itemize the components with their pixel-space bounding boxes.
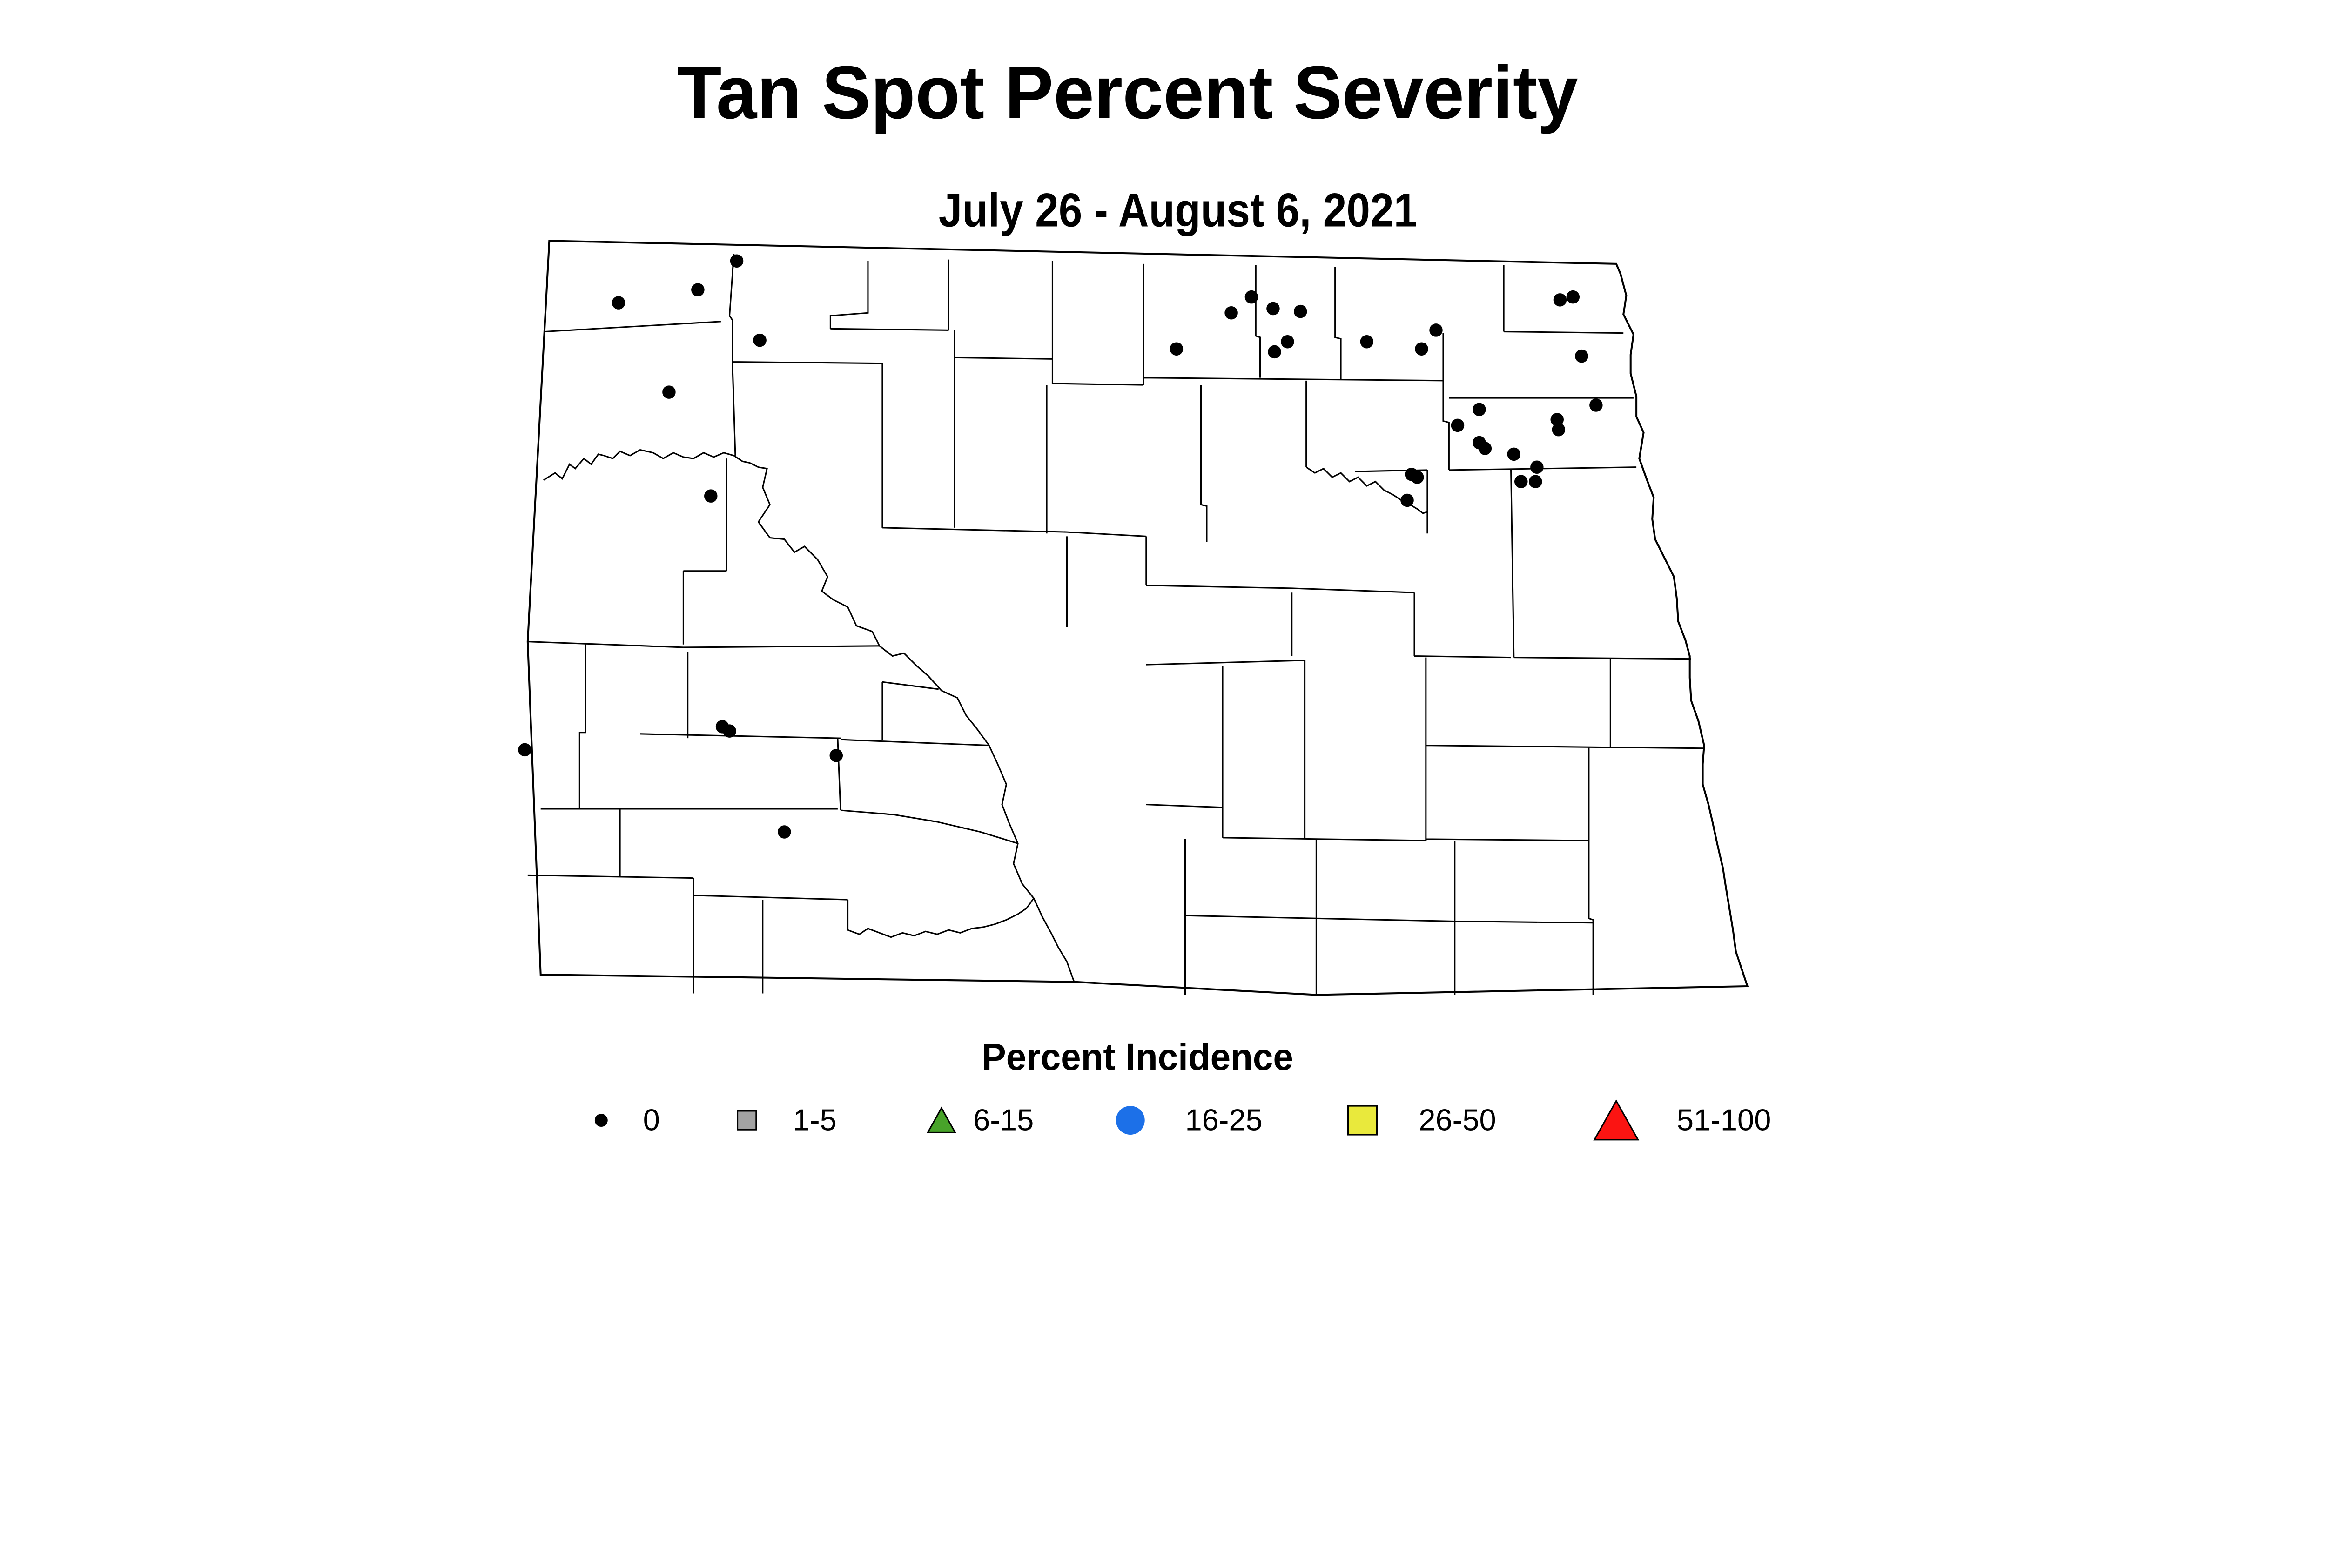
survey-point-incidence-0 xyxy=(1514,475,1528,488)
state-outline xyxy=(526,240,1749,996)
red-triangle-icon xyxy=(1593,1099,1640,1141)
date-range-subtitle: July 26 - August 6, 2021 xyxy=(939,183,1417,236)
survey-point-incidence-0 xyxy=(1429,323,1443,337)
survey-point-incidence-0 xyxy=(1575,349,1588,363)
legend-label-51-100: 51-100 xyxy=(1677,1103,1771,1137)
legend-label-1-5: 1-5 xyxy=(793,1103,837,1137)
survey-point-incidence-0 xyxy=(1360,335,1374,349)
survey-point-incidence-0 xyxy=(778,825,791,839)
survey-point-incidence-0 xyxy=(1410,471,1424,484)
survey-point-incidence-0 xyxy=(730,254,744,268)
survey-point-incidence-0 xyxy=(1550,413,1564,426)
survey-point-incidence-0 xyxy=(1294,304,1307,318)
blue-circle-icon xyxy=(1116,1106,1145,1135)
survey-point-incidence-0 xyxy=(612,296,625,310)
legend-item-26-50: 26-50 xyxy=(1347,1103,1496,1137)
nd-tan-spot-map-figure: Tan Spot Percent Severity July 26 - Augu… xyxy=(518,51,1771,1141)
survey-point-incidence-0 xyxy=(518,743,531,757)
survey-point-incidence-0 xyxy=(1552,423,1566,437)
yellow-square-icon xyxy=(1347,1105,1378,1136)
survey-points-layer xyxy=(518,254,1603,839)
survey-point-incidence-0 xyxy=(1281,335,1294,349)
survey-point-incidence-0 xyxy=(1415,342,1428,356)
survey-point-incidence-0 xyxy=(1473,403,1486,417)
survey-point-incidence-0 xyxy=(829,749,843,762)
survey-point-incidence-0 xyxy=(1244,290,1258,304)
survey-point-incidence-0 xyxy=(662,385,676,399)
legend-item-0: 0 xyxy=(594,1103,660,1137)
legend-item-6-15: 6-15 xyxy=(926,1103,1034,1137)
survey-point-incidence-0 xyxy=(1451,418,1465,432)
survey-point-incidence-0 xyxy=(1507,447,1521,461)
survey-point-incidence-0 xyxy=(1478,442,1492,455)
devils-lake-boundary xyxy=(1305,466,1428,514)
survey-point-incidence-0 xyxy=(691,283,705,296)
legend-label-0: 0 xyxy=(643,1103,660,1137)
survey-point-incidence-0 xyxy=(1529,475,1542,488)
survey-point-incidence-0 xyxy=(1400,493,1414,507)
gray-square-icon xyxy=(737,1110,757,1131)
survey-point-incidence-0 xyxy=(1530,460,1544,474)
survey-point-incidence-0 xyxy=(1553,293,1567,307)
survey-point-incidence-0 xyxy=(1266,302,1280,316)
survey-point-incidence-0 xyxy=(1224,306,1238,320)
county-boundaries xyxy=(527,254,1704,995)
survey-point-incidence-0 xyxy=(723,724,736,738)
legend-title: Percent Incidence xyxy=(982,1036,1293,1078)
legend-item-1-5: 1-5 xyxy=(737,1103,837,1137)
survey-point-incidence-0 xyxy=(1589,398,1603,412)
survey-point-incidence-0 xyxy=(704,489,718,503)
page-title: Tan Spot Percent Severity xyxy=(677,51,1578,135)
legend-label-26-50: 26-50 xyxy=(1419,1103,1496,1137)
legend: 0 1-5 6-15 16-25 26-50 51-100 xyxy=(594,1099,1771,1141)
survey-point-incidence-0 xyxy=(753,333,767,347)
green-triangle-icon xyxy=(926,1106,957,1133)
survey-point-incidence-0 xyxy=(1566,290,1580,304)
missouri-river-boundary xyxy=(543,449,1075,983)
legend-item-51-100: 51-100 xyxy=(1593,1099,1771,1141)
survey-point-incidence-0 xyxy=(1170,342,1184,356)
legend-item-16-25: 16-25 xyxy=(1116,1103,1263,1137)
north-dakota-county-map xyxy=(526,240,1749,996)
survey-point-incidence-0 xyxy=(1268,345,1281,359)
legend-label-16-25: 16-25 xyxy=(1185,1103,1262,1137)
legend-label-6-15: 6-15 xyxy=(973,1103,1034,1137)
black-dot-icon xyxy=(594,1114,608,1127)
sioux-county-river-boundary xyxy=(847,898,1035,938)
